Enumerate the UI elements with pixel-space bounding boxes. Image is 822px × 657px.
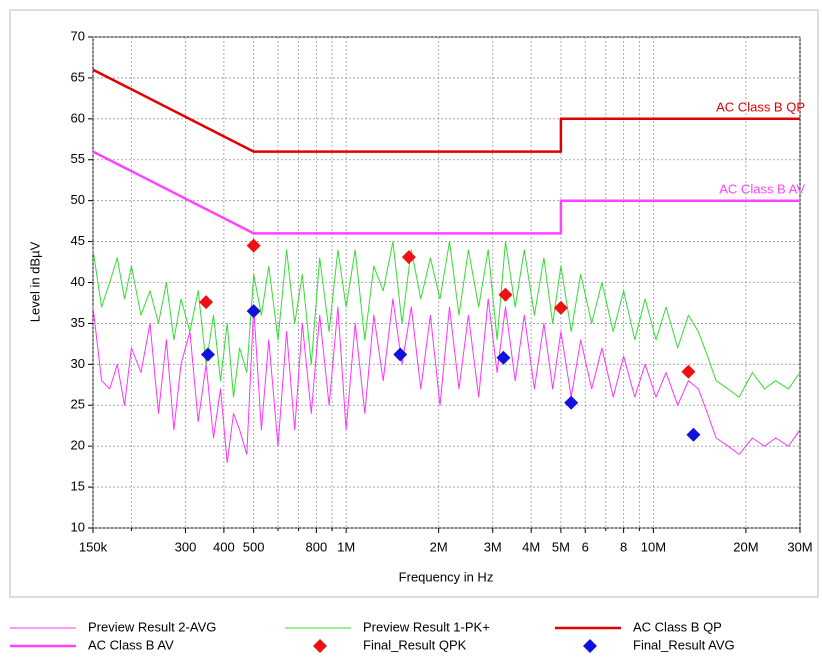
y-tick-label: 10: [71, 519, 85, 534]
y-tick-label: 50: [71, 192, 85, 207]
x-tick-label: 10M: [641, 539, 666, 554]
legend-marker: [313, 639, 327, 653]
annotation: AC Class B QP: [716, 100, 805, 115]
x-tick-label: 300: [175, 539, 197, 554]
annotation: AC Class B AV: [719, 181, 805, 196]
data-point: [553, 300, 568, 315]
y-tick-label: 30: [71, 356, 85, 371]
data-point: [686, 427, 701, 442]
y-tick-label: 15: [71, 479, 85, 494]
series-line: [92, 241, 801, 398]
data-point: [246, 304, 261, 319]
x-tick-label: 400: [213, 539, 235, 554]
data-point: [498, 287, 513, 302]
y-tick-label: 55: [71, 151, 85, 166]
x-tick-label: 6: [582, 539, 589, 554]
data-point: [393, 347, 408, 362]
data-point: [681, 364, 696, 379]
y-tick-label: 40: [71, 274, 85, 289]
x-tick-label: 30M: [787, 539, 812, 554]
series-line: [92, 150, 800, 235]
x-tick-label: 5M: [552, 539, 570, 554]
x-tick-label: 150k: [79, 539, 108, 554]
legend-marker: [583, 639, 597, 653]
y-tick-label: 35: [71, 315, 85, 330]
y-tick-label: 60: [71, 110, 85, 125]
y-tick-label: 65: [71, 69, 85, 84]
legend-label: Preview Result 2-AVG: [88, 619, 216, 634]
chart-frame: [9, 9, 819, 598]
y-tick-label: 25: [71, 397, 85, 412]
x-tick-label: 8: [620, 539, 627, 554]
series-line: [92, 298, 801, 463]
data-point: [199, 295, 214, 310]
data-point: [200, 347, 215, 362]
x-tick-label: 20M: [733, 539, 758, 554]
y-tick-label: 45: [71, 233, 85, 248]
x-tick-label: 2M: [430, 539, 448, 554]
x-tick-label: 1M: [337, 539, 355, 554]
x-tick-label: 3M: [484, 539, 502, 554]
data-point: [496, 350, 511, 365]
x-tick-label: 500: [243, 539, 265, 554]
x-tick-label: 4M: [522, 539, 540, 554]
y-axis-label: Level in dBµV: [27, 241, 42, 322]
y-tick-label: 20: [71, 438, 85, 453]
data-point: [246, 238, 261, 253]
legend-label: Final_Result AVG: [633, 637, 735, 652]
x-axis-label: Frequency in Hz: [399, 569, 494, 584]
legend-label: Preview Result 1-PK+: [363, 619, 490, 634]
legend-label: AC Class B QP: [633, 619, 722, 634]
x-tick-label: 800: [306, 539, 328, 554]
legend-label: Final_Result QPK: [363, 637, 467, 652]
data-point: [564, 395, 579, 410]
data-point: [401, 250, 416, 265]
legend-label: AC Class B AV: [88, 637, 174, 652]
series-line: [92, 68, 800, 153]
y-tick-label: 70: [71, 28, 85, 43]
